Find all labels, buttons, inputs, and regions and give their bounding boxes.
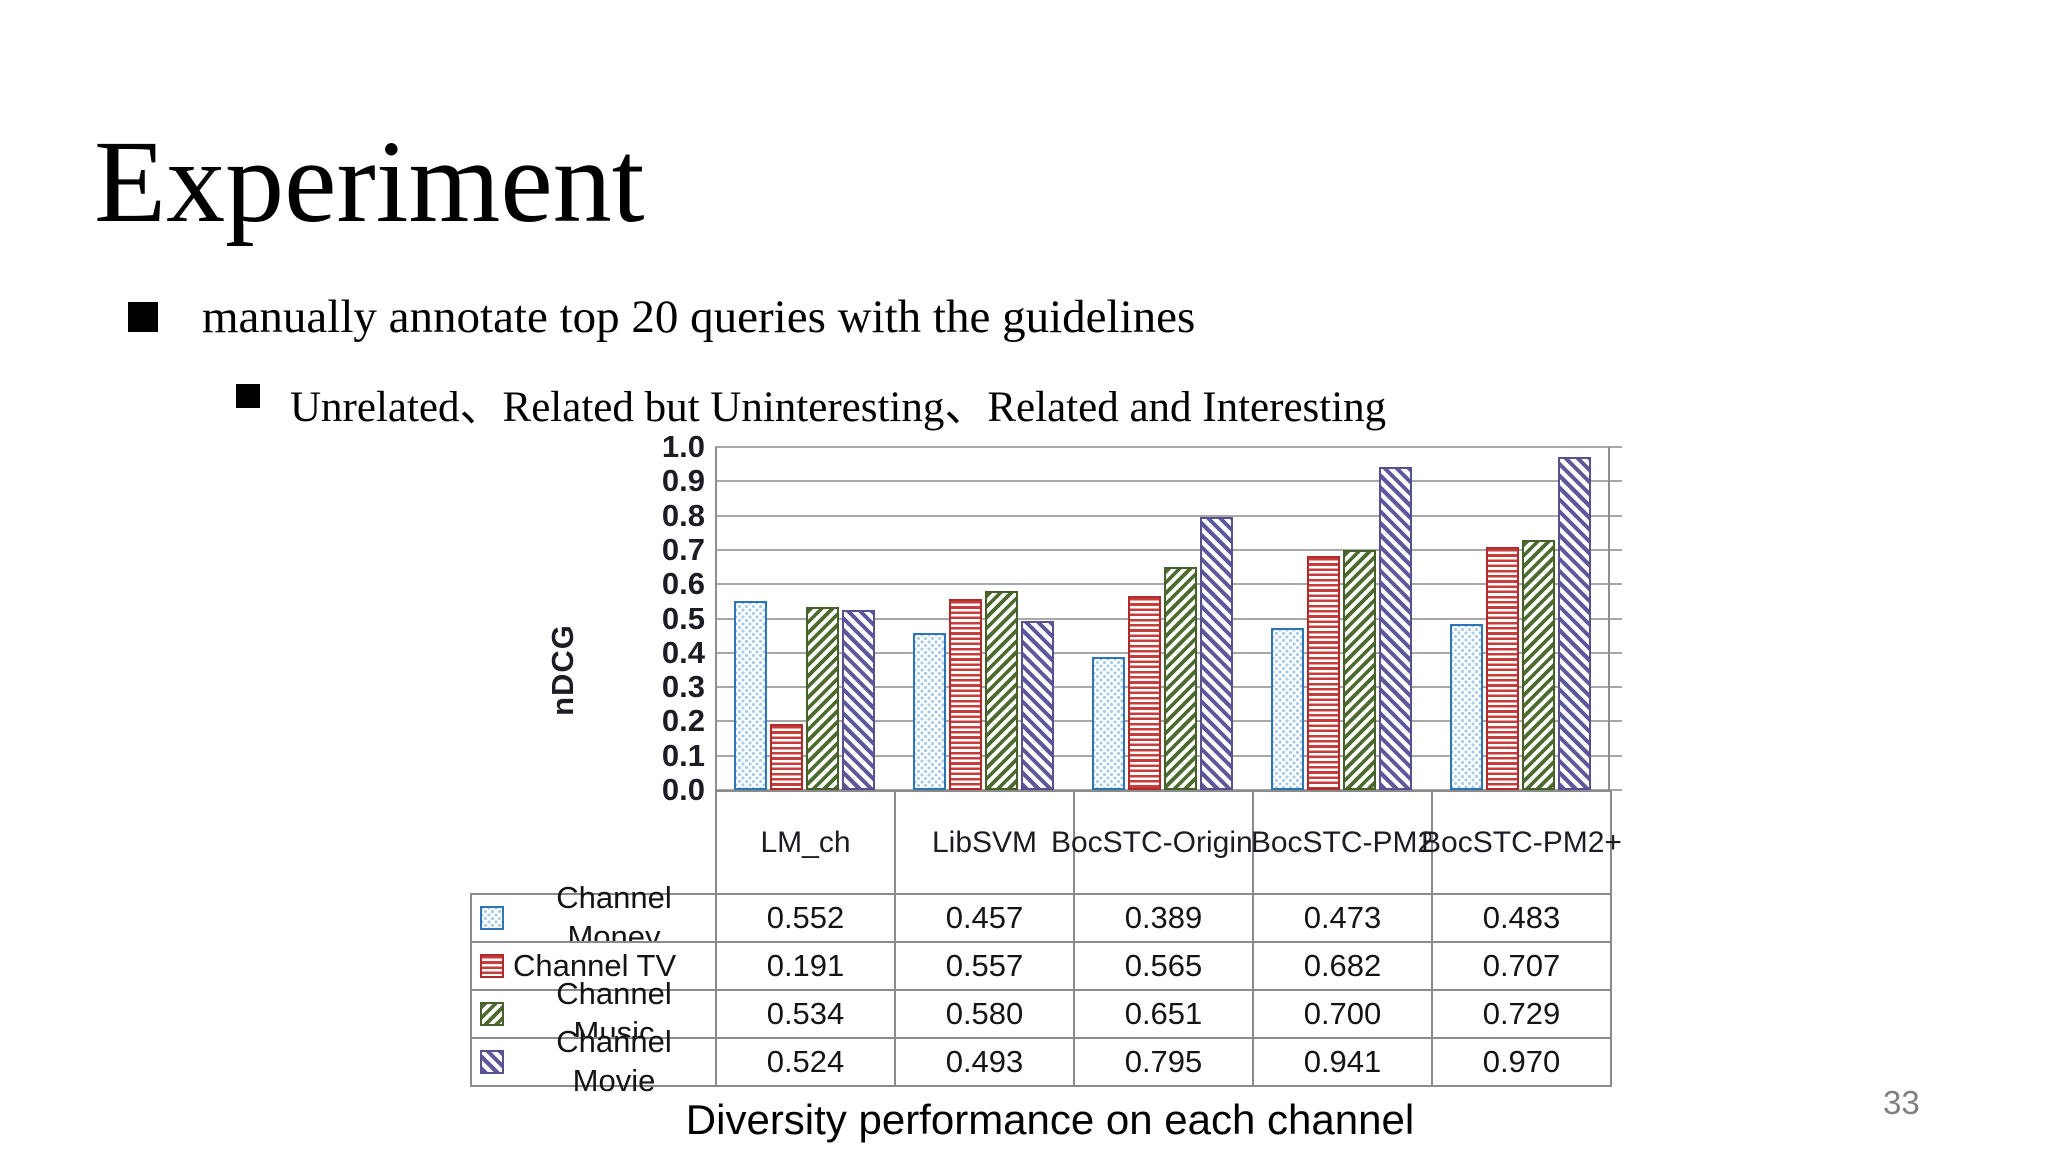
bar-channel-movie-libsvm	[1021, 620, 1054, 790]
value-cell-channel-tv-bocstc-original: 0.565	[1073, 941, 1254, 991]
bar-channel-music-bocstc-pm2	[1522, 539, 1555, 790]
y-axis-tick-label: 0.6	[661, 566, 705, 602]
y-axis-tick-label: 0.1	[661, 737, 705, 773]
value-cell-channel-money-bocstc-pm2: 0.473	[1252, 893, 1433, 943]
bar-channel-money-bocstc-pm2	[1450, 624, 1483, 790]
value-cell-channel-music-lm-ch: 0.534	[715, 989, 896, 1039]
bar-channel-tv-bocstc-original	[1128, 596, 1161, 790]
bar-channel-money-libsvm	[913, 633, 946, 790]
legend-cell-channel-movie: Channel Movie	[470, 1024, 717, 1098]
y-axis-tick-label: 1.0	[661, 429, 705, 464]
y-axis-tick-label: 0.5	[661, 600, 705, 636]
ndcg-bar-chart: nDCG 0.0 0.1 0.2 0.3 0.4 0.5 0.6 0.7 0.8 0.9 1.0 LM…	[470, 431, 1630, 1098]
legend-key-icon-channel-music	[480, 1002, 504, 1026]
bullet-square-icon	[128, 302, 158, 332]
legend-cell-channel-money: Channel Money	[470, 880, 717, 954]
value-cell-channel-tv-lm-ch: 0.191	[715, 941, 896, 991]
value-cell-channel-movie-bocstc-pm2: 0.970	[1431, 1037, 1612, 1087]
value-cell-channel-movie-libsvm: 0.493	[894, 1037, 1075, 1087]
y-axis-tick-label: 0.3	[661, 669, 705, 705]
value-cell-channel-music-bocstc-pm2: 0.729	[1431, 989, 1612, 1039]
bar-channel-movie-bocstc-original	[1200, 517, 1233, 790]
legend-label: Channel TV	[513, 947, 677, 983]
bar-channel-tv-bocstc-pm2	[1486, 547, 1519, 790]
page-number: 33	[1883, 1084, 1920, 1121]
bar-channel-money-lm-ch	[734, 600, 767, 790]
value-cell-channel-music-libsvm: 0.580	[894, 989, 1075, 1039]
value-cell-channel-money-bocstc-original: 0.389	[1073, 893, 1254, 943]
bar-channel-movie-bocstc-pm2	[1379, 467, 1412, 790]
value-cell-channel-music-bocstc-original: 0.651	[1073, 989, 1254, 1039]
gridline	[715, 480, 1622, 483]
y-axis-title: nDCG	[545, 624, 580, 716]
value-cell-channel-money-lm-ch: 0.552	[715, 893, 896, 943]
gridline	[715, 446, 1622, 448]
legend-cell-channel-tv: Channel TV	[470, 941, 717, 991]
bullet-item-2: Unrelated、Related but Uninteresting、Rela…	[236, 372, 1386, 434]
value-cell-channel-movie-lm-ch: 0.524	[715, 1037, 896, 1087]
bar-channel-tv-lm-ch	[770, 724, 803, 790]
bar-channel-music-lm-ch	[806, 606, 839, 790]
legend-cell-channel-music: Channel Music	[470, 976, 717, 1050]
y-axis-tick-label: 0.8	[661, 497, 705, 533]
category-header-cell-bocstc-pm2: BocSTC- PM2	[1251, 790, 1434, 895]
value-cell-channel-tv-bocstc-pm2: 0.682	[1252, 941, 1433, 991]
legend-label: Channel Money	[556, 880, 672, 954]
bar-channel-movie-lm-ch	[842, 610, 875, 790]
bar-channel-tv-bocstc-pm2	[1307, 556, 1340, 790]
bar-channel-music-bocstc-original	[1164, 566, 1197, 790]
bar-channel-music-libsvm	[985, 591, 1018, 790]
bar-channel-music-bocstc-pm2	[1343, 549, 1376, 790]
bar-channel-money-bocstc-pm2	[1271, 627, 1304, 790]
sub-bullet-square-icon	[236, 384, 260, 408]
bar-channel-money-bocstc-original	[1092, 656, 1125, 790]
chart-caption: Diversity performance on each channel	[685, 1096, 1415, 1143]
y-axis-tick-label: 0.7	[661, 531, 705, 567]
category-header-cell-lm-ch: LM_ch	[715, 790, 896, 895]
legend-key-icon-channel-money	[480, 906, 504, 930]
value-cell-channel-music-bocstc-pm2: 0.700	[1252, 989, 1433, 1039]
sub-bullet-text: Unrelated、Related but Uninteresting、Rela…	[290, 384, 1387, 431]
category-header-cell-bocstc-original: BocSTC- Original	[1051, 790, 1276, 895]
value-cell-channel-money-libsvm: 0.457	[894, 893, 1075, 943]
plot-right-border	[1608, 447, 1610, 790]
y-axis-tick-label: 0.9	[661, 463, 705, 499]
bar-channel-tv-libsvm	[949, 598, 982, 790]
value-cell-channel-movie-bocstc-pm2: 0.941	[1252, 1037, 1433, 1087]
value-cell-channel-tv-libsvm: 0.557	[894, 941, 1075, 991]
bullet-text: manually annotate top 20 queries with th…	[202, 291, 1196, 343]
bar-channel-movie-bocstc-pm2	[1558, 457, 1591, 790]
gridline	[715, 548, 1622, 551]
slide-title: Experiment	[94, 116, 645, 248]
y-axis-tick-label: 0.4	[661, 634, 705, 670]
gridline	[715, 514, 1622, 517]
legend-key-icon-channel-movie	[480, 1050, 504, 1074]
bullet-item-1: manually annotate top 20 queries with th…	[128, 290, 1195, 344]
y-axis-tick-label: 0.0	[661, 772, 705, 807]
category-header-cell-bocstc-pm2: BocSTC- PM2+	[1421, 790, 1622, 895]
value-cell-channel-movie-bocstc-original: 0.795	[1073, 1037, 1254, 1087]
plot-left-border	[715, 447, 717, 790]
value-cell-channel-tv-bocstc-pm2: 0.707	[1431, 941, 1612, 991]
y-axis-tick-label: 0.2	[661, 703, 705, 739]
category-header-cell-libsvm: LibSVM	[894, 790, 1075, 895]
legend-key-icon-channel-tv	[480, 954, 504, 978]
legend-label: Channel Movie	[556, 1024, 672, 1098]
value-cell-channel-money-bocstc-pm2: 0.483	[1431, 893, 1612, 943]
